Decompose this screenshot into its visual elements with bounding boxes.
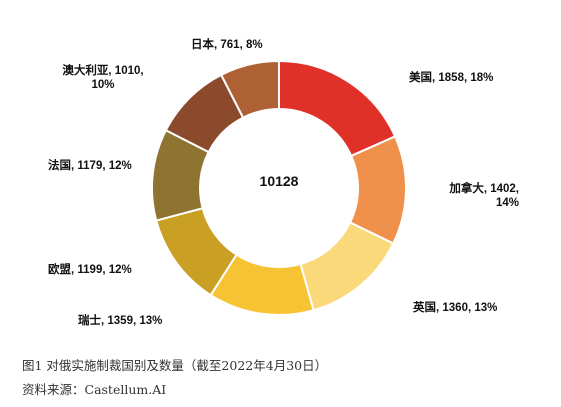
slice-label-canada: 加拿大, 1402, 14% — [449, 183, 519, 209]
slice-label-uk: 英国, 1360, 13% — [413, 302, 498, 314]
slice-label-france: 法国, 1179, 12% — [48, 160, 132, 172]
slice-label-australia: 澳大利亚, 1010, 10% — [62, 65, 144, 91]
slice-label-japan: 日本, 761, 8% — [191, 39, 263, 51]
figure-caption: 图1 对俄实施制裁国别及数量（截至2022年4月30日） — [22, 358, 328, 373]
donut-slice-2 — [299, 221, 395, 312]
slice-label-eu: 欧盟, 1199, 12% — [48, 264, 132, 276]
slice-label-switzerland: 瑞士, 1359, 13% — [78, 315, 163, 327]
donut-slice-0 — [278, 59, 397, 158]
donut-chart — [151, 59, 407, 316]
center-total-label: 10128 — [259, 173, 299, 189]
donut-slice-7 — [219, 59, 280, 119]
source-note: 资料来源：Castellum.AI — [22, 382, 167, 397]
slice-label-usa: 美国, 1858, 18% — [409, 72, 494, 84]
